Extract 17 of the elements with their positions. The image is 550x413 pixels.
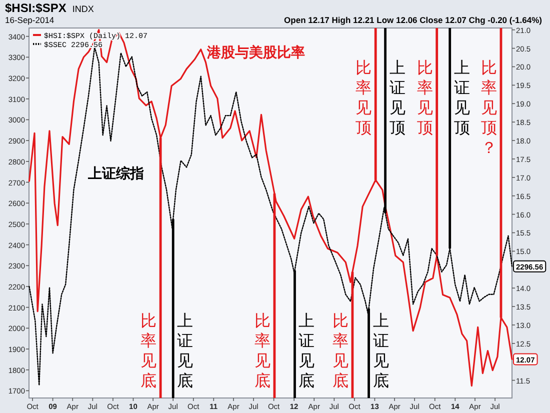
text: INDX — [72, 4, 94, 14]
ref-line-label: 比率见顶？ — [480, 59, 497, 157]
ref-line-label: 上证见顶 — [389, 59, 406, 137]
ref-line-label: 比率见底 — [332, 312, 348, 390]
ref-line-label: 上证见底 — [177, 312, 194, 390]
ref-line-label: 比率见底 — [140, 312, 157, 390]
ref-line-label: 上证见顶 — [454, 59, 470, 137]
annotation: 港股与美股比率 — [206, 44, 305, 60]
annotation: 上证综指 — [87, 165, 144, 181]
ref-line-label: 上证见底 — [372, 312, 389, 390]
text: Open 12.17 High 12.21 Low 12.06 Close 12.07 Chg -0.20 (-1.64%) — [284, 15, 542, 25]
ref-line-label: 比率见底 — [254, 312, 270, 390]
ref-line-label: 上证见底 — [298, 312, 315, 390]
text: 16-Sep-2014 — [5, 15, 54, 25]
ref-line-label: 比率见顶 — [416, 59, 433, 137]
chart-title: $HSI:$SPX — [5, 1, 66, 15]
ref-line-label: 比率见顶 — [356, 59, 372, 137]
